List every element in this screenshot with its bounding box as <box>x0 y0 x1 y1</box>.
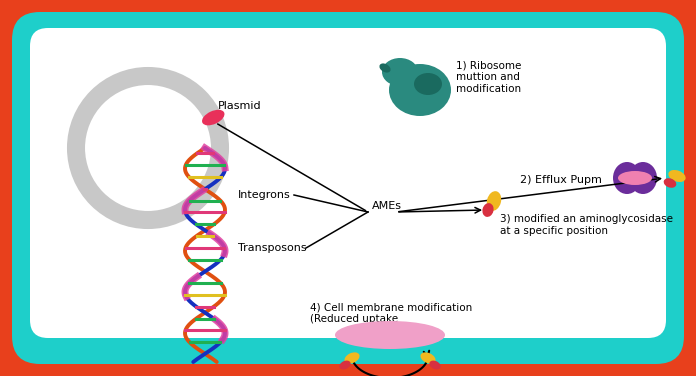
Ellipse shape <box>414 73 442 95</box>
Ellipse shape <box>335 321 445 349</box>
FancyBboxPatch shape <box>30 28 666 338</box>
Text: Plasmid: Plasmid <box>219 100 262 111</box>
Ellipse shape <box>613 162 641 194</box>
Ellipse shape <box>420 352 436 364</box>
Text: 3) modified an aminoglycosidase
at a specific position: 3) modified an aminoglycosidase at a spe… <box>500 214 673 236</box>
Ellipse shape <box>389 64 451 116</box>
Text: Integrons: Integrons <box>238 190 291 200</box>
Ellipse shape <box>664 178 677 188</box>
Ellipse shape <box>668 170 686 182</box>
Text: 4) Cell membrane modification
(Reduced uptake: 4) Cell membrane modification (Reduced u… <box>310 302 473 324</box>
Ellipse shape <box>482 203 493 217</box>
Text: Transposons: Transposons <box>238 243 307 253</box>
Ellipse shape <box>202 110 225 125</box>
Ellipse shape <box>345 352 360 364</box>
Ellipse shape <box>487 191 501 211</box>
Ellipse shape <box>618 171 652 185</box>
Ellipse shape <box>340 361 351 370</box>
Text: AMEs: AMEs <box>372 201 402 211</box>
Ellipse shape <box>429 361 441 370</box>
Text: 2) Efflux Pupm: 2) Efflux Pupm <box>520 175 602 185</box>
FancyBboxPatch shape <box>12 12 684 364</box>
Ellipse shape <box>379 64 390 73</box>
Text: 1) Ribosome
muttion and
modification: 1) Ribosome muttion and modification <box>456 61 521 94</box>
Ellipse shape <box>629 162 657 194</box>
Ellipse shape <box>382 58 418 86</box>
